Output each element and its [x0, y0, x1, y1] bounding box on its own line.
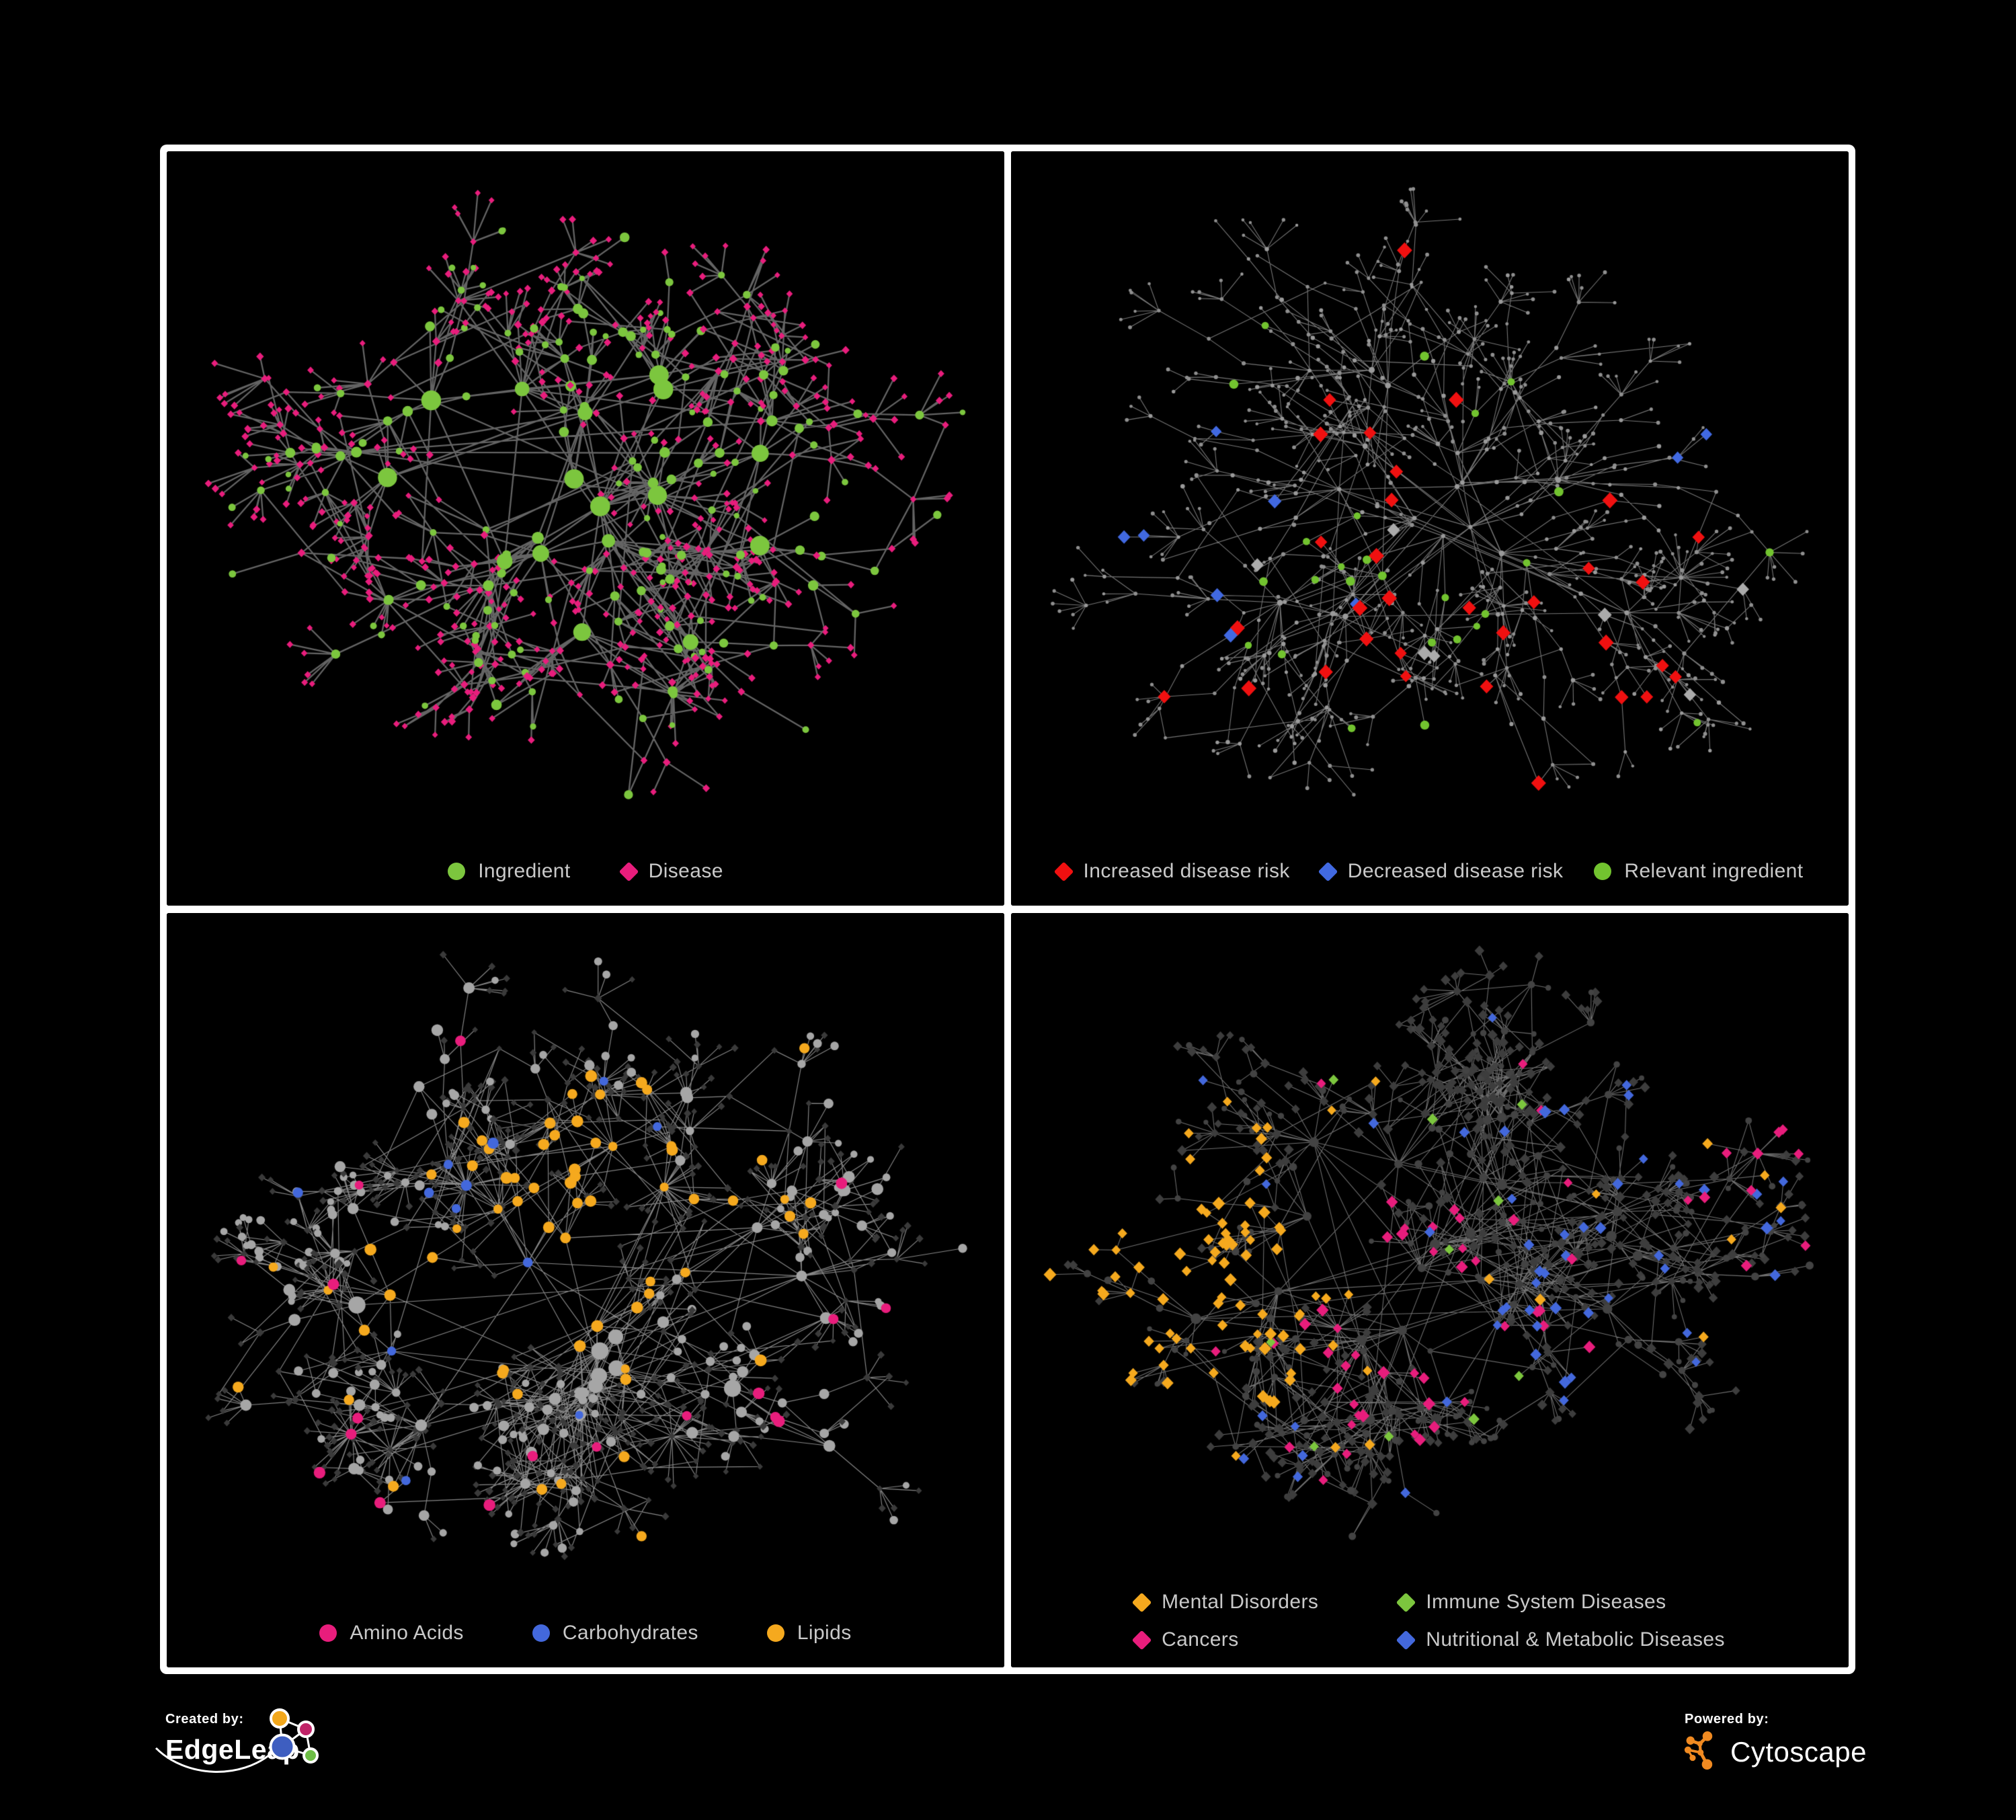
legend-item: Immune System Diseases — [1396, 1591, 1725, 1614]
legend-label: Decreased disease risk — [1347, 860, 1564, 882]
legend-item: Carbohydrates — [532, 1622, 698, 1645]
legend-label: Increased disease risk — [1083, 860, 1290, 882]
legend-item: Increased disease risk — [1053, 860, 1290, 883]
legend-label: Immune System Diseases — [1426, 1591, 1666, 1613]
increased-risk-marker — [1053, 861, 1074, 881]
legend-label: Ingredient — [478, 860, 571, 882]
panel-disease-risk: Increased disease risk Decreased disease… — [1011, 151, 1849, 906]
carbohydrates-marker — [532, 1624, 550, 1642]
legend-label: Nutritional & Metabolic Diseases — [1426, 1628, 1725, 1651]
legend-disease-risk: Increased disease risk Decreased disease… — [1011, 860, 1849, 883]
legend-label: Carbohydrates — [562, 1622, 698, 1644]
legend-item: Mental Disorders — [1131, 1591, 1319, 1614]
cytoscape-branding: Powered by: Cytoscape — [1684, 1712, 1867, 1772]
powered-by-label: Powered by: — [1685, 1712, 1769, 1727]
cytoscape-logo-icon — [1684, 1731, 1713, 1770]
panel-disease-classes: Mental Disorders Immune System Diseases … — [1011, 913, 1849, 1667]
nutritional-metabolic-diseases-marker — [1396, 1630, 1416, 1650]
legend-item: Cancers — [1131, 1628, 1318, 1651]
decreased-risk-marker — [1318, 861, 1338, 881]
edgeleap-logo-text: EdgeLeap — [165, 1734, 300, 1765]
edgeleap-node-green-icon — [303, 1747, 319, 1764]
network-graph-ingredient-classes — [167, 913, 1004, 1667]
legend-label: Cancers — [1162, 1628, 1239, 1651]
relevant-ingredient-marker — [1594, 863, 1612, 880]
edgeleap-branding: Created by: EdgeLeap — [155, 1708, 501, 1819]
legend-label: Lipids — [797, 1622, 852, 1644]
network-graph-disease-risk — [1011, 151, 1849, 906]
legend-ingredient-disease: Ingredient Disease — [167, 860, 1004, 883]
legend-item: Lipids — [766, 1622, 852, 1645]
mental-disorders-marker — [1131, 1592, 1152, 1612]
amino-acids-marker — [319, 1624, 337, 1642]
legend-item: Nutritional & Metabolic Diseases — [1396, 1628, 1725, 1651]
legend-item: Amino Acids — [319, 1622, 463, 1645]
cytoscape-logo-text: Cytoscape — [1730, 1736, 1867, 1768]
panel-ingredient-classes: Amino Acids Carbohydrates Lipids — [167, 913, 1004, 1667]
legend-ingredient-classes: Amino Acids Carbohydrates Lipids — [167, 1622, 1004, 1645]
disease-marker — [618, 861, 639, 881]
legend-label: Amino Acids — [350, 1622, 464, 1644]
legend-item: Relevant ingredient — [1594, 860, 1803, 883]
immune-system-diseases-marker — [1396, 1592, 1416, 1612]
legend-item: Disease — [618, 860, 723, 883]
ingredient-marker — [448, 863, 466, 880]
legend-disease-classes: Mental Disorders Immune System Diseases … — [1011, 1591, 1849, 1651]
network-graph-disease-classes — [1011, 913, 1849, 1667]
cancers-marker — [1131, 1630, 1152, 1650]
network-graph-ingredient-disease — [167, 151, 1004, 906]
legend-label: Mental Disorders — [1162, 1591, 1319, 1613]
created-by-label: Created by: — [165, 1712, 244, 1727]
legend-label: Disease — [648, 860, 723, 882]
legend-item: Decreased disease risk — [1318, 860, 1564, 883]
panel-grid: Ingredient Disease Increased disease ris… — [160, 145, 1855, 1674]
panel-ingredient-disease: Ingredient Disease — [167, 151, 1004, 906]
legend-item: Ingredient — [448, 860, 570, 883]
lipids-marker — [766, 1624, 784, 1642]
legend-label: Relevant ingredient — [1624, 860, 1804, 882]
